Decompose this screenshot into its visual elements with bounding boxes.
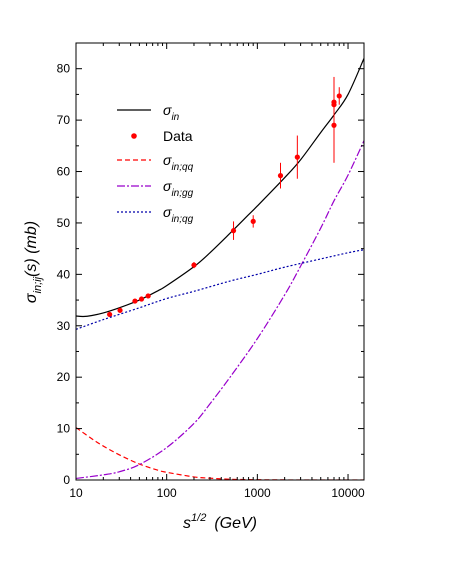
legend-entry-5-label-sub: in;qg xyxy=(171,214,193,225)
data-point-7 xyxy=(230,228,237,234)
y-tick-label: 30 xyxy=(57,319,71,333)
legend-entry-5-label-base: σ xyxy=(163,204,172,220)
data-point-3 xyxy=(132,298,138,304)
y-tick-label: 80 xyxy=(57,62,71,76)
legend-entry-4-label-sub: in;gg xyxy=(171,188,193,199)
legend-entry-4-label-base: σ xyxy=(163,178,172,194)
data-point-1 xyxy=(107,311,113,318)
x-tick-label: 1000 xyxy=(244,486,271,500)
legend-entry-3-label-base: σ xyxy=(163,152,172,168)
y-tick-label: 70 xyxy=(57,113,71,127)
legend-entry-2-swatch xyxy=(131,133,137,139)
x-tick-label: 10 xyxy=(69,486,83,500)
plot-frame xyxy=(75,42,365,481)
data-point-10 xyxy=(294,154,300,160)
x-axis-title-base: s xyxy=(183,515,191,532)
data-point-4 xyxy=(138,296,145,302)
y-axis-title-sigma: σ xyxy=(23,292,40,303)
y-tick-label: 40 xyxy=(57,267,71,281)
y-tick-label: 0 xyxy=(63,473,70,487)
series-5-line xyxy=(76,249,364,330)
y-axis-title-rest: (s) (mb) xyxy=(23,221,40,277)
legend-entry-2-label: Data xyxy=(163,128,193,144)
legend-entry-3-label-sub: in;qq xyxy=(171,162,193,173)
legend-entry-1-label-base: σ xyxy=(163,102,172,118)
data-point-8 xyxy=(250,218,256,224)
legend-entry-3-label: σin;qq xyxy=(163,152,194,173)
data-point-2 xyxy=(117,307,123,313)
x-tick-label: 10000 xyxy=(331,486,365,500)
series-1-line xyxy=(76,58,364,318)
y-tick-label: 20 xyxy=(57,370,71,384)
legend-entry-4-label: σin;gg xyxy=(163,178,194,199)
plot-marks xyxy=(76,58,364,480)
data-point-6 xyxy=(191,262,197,268)
legend-entry-5-label: σin;qg xyxy=(163,204,194,225)
data-point-13 xyxy=(331,99,337,105)
series-4-line xyxy=(76,140,364,480)
y-axis-title: σin;ij(s) (mb) xyxy=(23,221,44,303)
x-axis-title: s1/2 (GeV) xyxy=(183,512,257,532)
legend-entry-1-label-sub: in xyxy=(171,112,179,123)
legend-entry-1-label: σin xyxy=(163,102,180,123)
data-point-9 xyxy=(277,173,284,179)
y-tick-label: 50 xyxy=(57,216,71,230)
y-tick-label: 10 xyxy=(57,422,71,436)
x-tick-label: 100 xyxy=(157,486,177,500)
data-point-14 xyxy=(336,93,342,99)
data-point-5 xyxy=(145,293,151,299)
y-tick-label: 60 xyxy=(57,165,71,179)
y-axis-title-sub: in;ij xyxy=(32,276,44,293)
x-axis-title-rest: (GeV) xyxy=(214,515,257,532)
x-axis-title-sup: 1/2 xyxy=(191,512,206,524)
